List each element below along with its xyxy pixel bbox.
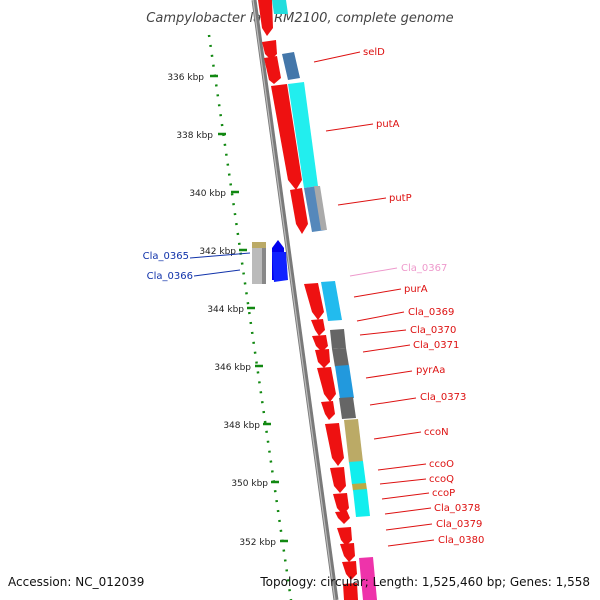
forward-cds[interactable] xyxy=(321,401,335,420)
tick-label: 342 kbp xyxy=(199,247,236,257)
leader-line xyxy=(373,431,422,440)
gene-label[interactable]: pyrAa xyxy=(416,365,445,376)
tick-label: 344 kbp xyxy=(207,305,244,315)
forward-cds[interactable] xyxy=(325,423,344,466)
leader-line xyxy=(365,370,413,379)
reverse-cds-track xyxy=(252,240,288,284)
leader-line xyxy=(337,197,387,206)
forward-cds[interactable] xyxy=(340,543,355,562)
gene-label[interactable]: purA xyxy=(404,284,428,295)
forward-cds[interactable] xyxy=(262,40,277,60)
forward-cds[interactable] xyxy=(312,335,328,352)
leader-line xyxy=(387,539,435,547)
leader-line xyxy=(377,463,427,471)
category-block xyxy=(272,0,288,14)
gene-label[interactable]: selD xyxy=(363,47,385,58)
category-block xyxy=(344,419,363,463)
category-block xyxy=(339,397,356,419)
category-block xyxy=(330,329,346,349)
gene-label[interactable]: Cla_0370 xyxy=(410,325,456,336)
category-block xyxy=(282,52,300,80)
gene-label[interactable]: Cla_0371 xyxy=(413,340,459,351)
category-block xyxy=(353,489,370,517)
tick-label: 352 kbp xyxy=(239,538,276,548)
leader-line xyxy=(193,269,241,277)
tick-label: 348 kbp xyxy=(223,421,260,431)
kbp-ticks: 336 kbp 338 kbp 340 kbp 342 kbp 344 kbp … xyxy=(167,73,288,548)
tick-label: 338 kbp xyxy=(176,131,213,141)
forward-cds-track xyxy=(258,0,358,600)
gene-label[interactable]: Cla_0366 xyxy=(147,271,193,282)
leader-line xyxy=(369,397,417,406)
gene-label[interactable]: Cla_0380 xyxy=(438,535,484,546)
gene-label[interactable]: Cla_0379 xyxy=(436,519,482,530)
leader-line xyxy=(384,507,432,515)
category-block xyxy=(335,365,354,399)
forward-cds[interactable] xyxy=(317,367,336,402)
category-block xyxy=(352,483,367,491)
leader-line xyxy=(359,329,407,336)
forward-cds[interactable] xyxy=(258,0,273,36)
forward-cds[interactable] xyxy=(271,84,302,190)
category-block xyxy=(321,281,342,321)
gene-label[interactable]: ccoQ xyxy=(429,474,454,485)
leader-line xyxy=(189,252,251,259)
category-block xyxy=(288,82,318,188)
forward-cds[interactable] xyxy=(342,561,357,580)
category-block xyxy=(252,242,266,248)
category-block xyxy=(332,348,349,367)
leader-line xyxy=(385,523,433,531)
category-block xyxy=(262,248,266,284)
tick-label: 350 kbp xyxy=(231,479,268,489)
gene-labels-left: Cla_0365 Cla_0366 xyxy=(143,251,251,282)
gene-label[interactable]: putA xyxy=(376,119,400,130)
category-block xyxy=(314,186,327,230)
tick-label: 336 kbp xyxy=(167,73,204,83)
map-title: Campylobacter lari RM2100, complete geno… xyxy=(146,11,453,26)
leader-line xyxy=(313,51,361,63)
leader-line xyxy=(362,344,411,353)
gene-label[interactable]: Cla_0369 xyxy=(408,307,454,318)
gene-label[interactable]: Cla_0378 xyxy=(434,503,480,514)
leader-line xyxy=(349,267,398,277)
forward-cds[interactable] xyxy=(290,188,308,234)
accession-text: Accession: NC_012039 xyxy=(8,575,144,589)
gene-label[interactable]: putP xyxy=(389,193,412,204)
leader-line xyxy=(381,492,430,500)
backbone-highlight xyxy=(252,0,336,600)
forward-cds[interactable] xyxy=(343,583,358,600)
topology-summary: Topology: circular; Length: 1,525,460 bp… xyxy=(259,575,590,589)
leader-line xyxy=(353,288,402,298)
forward-cds[interactable] xyxy=(304,283,324,320)
forward-cds[interactable] xyxy=(315,349,330,368)
tick-label: 340 kbp xyxy=(189,189,226,199)
leader-line xyxy=(379,478,427,485)
cog-category-track xyxy=(272,0,377,600)
leader-line xyxy=(325,123,374,132)
leader-line xyxy=(356,311,405,322)
forward-cds[interactable] xyxy=(311,319,325,336)
gene-label[interactable]: Cla_0367 xyxy=(401,263,447,274)
category-block xyxy=(349,461,366,485)
forward-cds[interactable] xyxy=(333,493,349,515)
gene-label[interactable]: Cla_0373 xyxy=(420,392,466,403)
gene-label[interactable]: ccoP xyxy=(432,488,455,499)
gene-label[interactable]: ccoO xyxy=(429,459,454,470)
forward-cds[interactable] xyxy=(337,527,352,546)
gene-label[interactable]: Cla_0365 xyxy=(143,251,189,262)
category-block xyxy=(359,557,377,600)
tick-label: 346 kbp xyxy=(214,363,251,373)
forward-cds[interactable] xyxy=(264,56,281,84)
reverse-cds[interactable] xyxy=(272,252,288,282)
forward-cds[interactable] xyxy=(335,511,350,524)
gene-labels-right: selD putA putP Cla_0367 purA Cla_0369 Cl… xyxy=(313,47,484,547)
gene-label[interactable]: ccoN xyxy=(424,427,449,438)
genome-backbone xyxy=(251,0,339,600)
forward-cds[interactable] xyxy=(330,467,346,493)
